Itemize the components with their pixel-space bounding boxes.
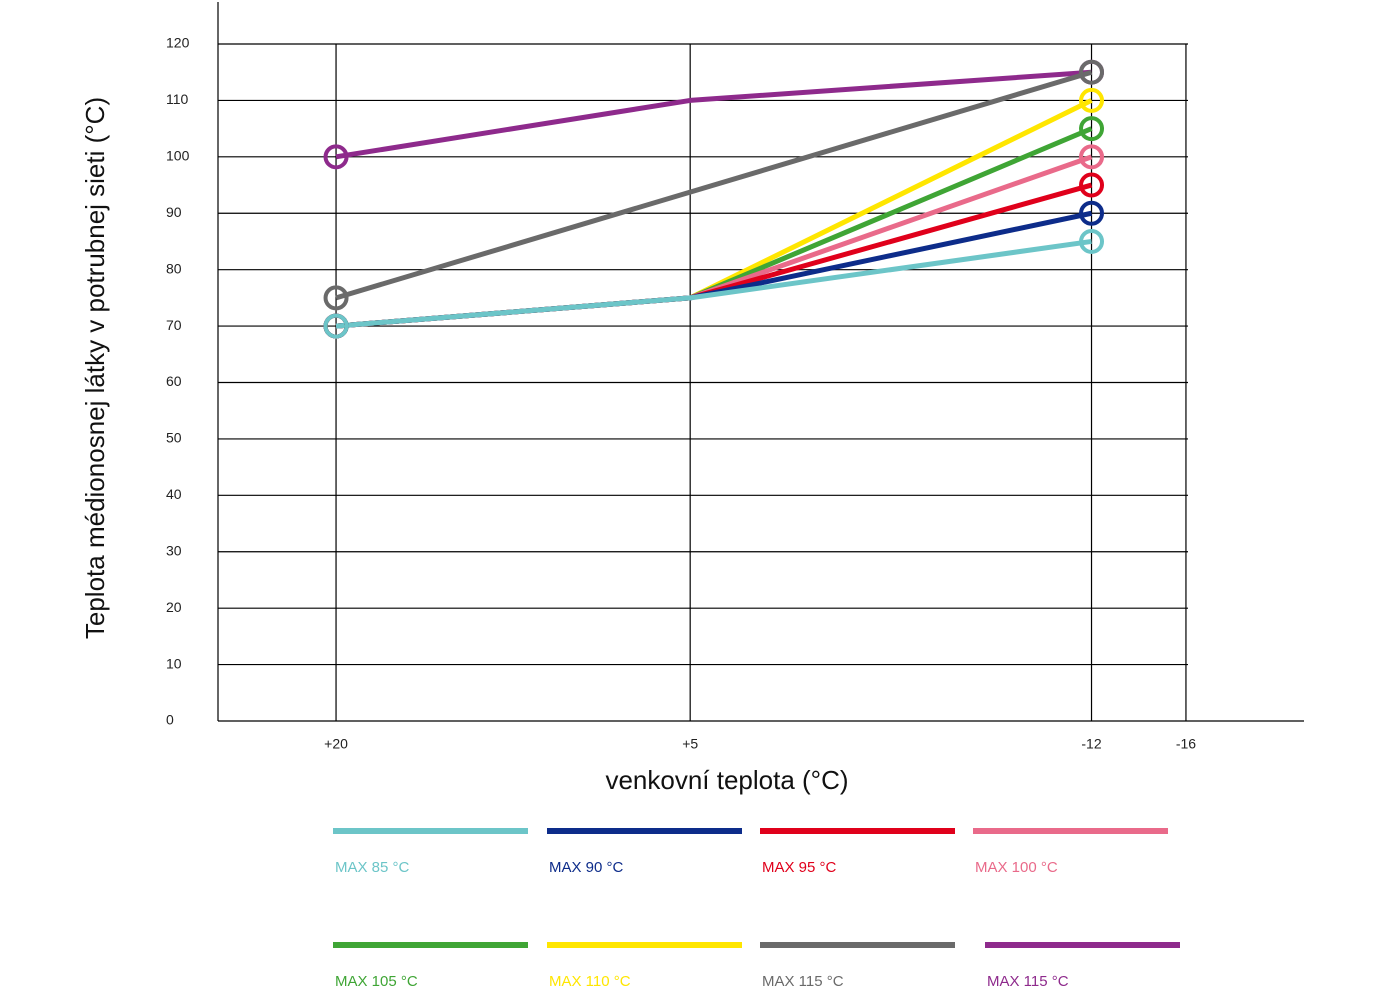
y-tick-label: 90 bbox=[166, 204, 182, 220]
y-tick-label: 60 bbox=[166, 373, 182, 389]
point-marker bbox=[323, 313, 349, 339]
point-marker bbox=[1079, 200, 1105, 226]
x-tick-label: -12 bbox=[1081, 736, 1101, 752]
y-tick-label: 20 bbox=[166, 599, 182, 615]
y-tick-label: 120 bbox=[166, 35, 190, 51]
legend-label: MAX 90 °C bbox=[549, 859, 624, 876]
legend-label: MAX 110 °C bbox=[549, 973, 631, 990]
series-line bbox=[335, 238, 1092, 329]
y-tick-label: 80 bbox=[166, 260, 182, 276]
y-tick-label: 50 bbox=[166, 430, 182, 446]
point-marker bbox=[1079, 172, 1105, 198]
y-tick-label: 30 bbox=[166, 542, 182, 558]
series-line bbox=[335, 69, 1092, 160]
point-marker bbox=[323, 285, 349, 311]
point-marker bbox=[1079, 116, 1105, 142]
legend-label: MAX 95 °C bbox=[762, 859, 837, 876]
y-tick-label: 40 bbox=[166, 486, 182, 502]
legend-label: MAX 105 °C bbox=[335, 973, 418, 990]
legend-label: MAX 115 °C bbox=[762, 973, 844, 990]
point-marker bbox=[1079, 228, 1105, 254]
y-tick-label: 0 bbox=[166, 712, 174, 728]
x-tick-label: +20 bbox=[324, 736, 348, 752]
point-marker bbox=[1079, 87, 1105, 113]
point-marker bbox=[1079, 144, 1105, 170]
x-axis-label: venkovní teplota (°C) bbox=[605, 765, 848, 795]
x-tick-label: -16 bbox=[1176, 736, 1196, 752]
y-tick-label: 110 bbox=[166, 91, 189, 107]
legend-label: MAX 100 °C bbox=[975, 859, 1058, 876]
y-tick-label: 100 bbox=[166, 148, 190, 164]
y-tick-label: 70 bbox=[166, 317, 182, 333]
x-tick-label: +5 bbox=[682, 736, 698, 752]
y-tick-label: 10 bbox=[166, 655, 182, 671]
series-line bbox=[335, 69, 1093, 301]
legend-label: MAX 85 °C bbox=[335, 859, 410, 876]
y-axis-label: Teplota médionosnej látky v potrubnej si… bbox=[80, 97, 110, 639]
legend-label: MAX 115 °C bbox=[987, 973, 1069, 990]
series-line bbox=[335, 154, 1093, 329]
point-marker bbox=[1079, 59, 1105, 85]
point-marker bbox=[323, 144, 349, 170]
